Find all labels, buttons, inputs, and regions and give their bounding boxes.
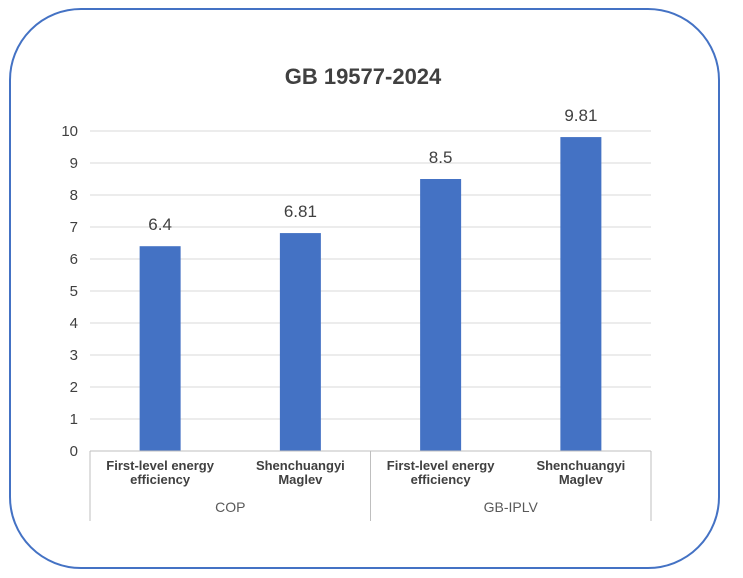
y-tick-label: 9: [70, 155, 78, 172]
y-tick-label: 4: [70, 315, 78, 332]
x-category-label: Shenchuangyi: [536, 458, 625, 473]
gridlines: [90, 130, 651, 420]
y-tick-label: 6: [70, 251, 78, 268]
bar: [279, 233, 321, 451]
x-axis: First-level energyefficiencyShenchuangyi…: [89, 450, 652, 521]
y-tick-label: 1: [70, 411, 78, 428]
x-category-label: efficiency: [130, 472, 191, 487]
bars: [139, 137, 602, 451]
data-label: 6.81: [284, 202, 317, 221]
y-tick-label: 8: [70, 187, 78, 204]
y-axis-ticks: 0 1 2 3 4 5 6 7 8 9 10: [61, 123, 78, 460]
chart-frame: [9, 8, 720, 569]
x-category-label: Maglev: [559, 472, 604, 487]
y-tick-label: 5: [70, 283, 78, 300]
x-category-label: Shenchuangyi: [256, 458, 345, 473]
data-label: 9.81: [564, 106, 597, 125]
data-label: 8.5: [429, 148, 453, 167]
data-label: 6.4: [148, 215, 172, 234]
x-category-label: Maglev: [278, 472, 323, 487]
chart-title: GB 19577-2024: [285, 64, 442, 89]
bar: [139, 246, 181, 451]
y-tick-label: 10: [61, 123, 78, 140]
data-labels: 6.4 6.81 8.5 9.81: [148, 106, 597, 234]
y-tick-label: 3: [70, 347, 78, 364]
x-category-label: efficiency: [411, 472, 472, 487]
y-tick-label: 7: [70, 219, 78, 236]
x-group-label: GB-IPLV: [484, 499, 539, 515]
x-category-label: First-level energy: [106, 458, 214, 473]
y-tick-label: 0: [70, 443, 78, 460]
bar: [420, 179, 462, 451]
x-group-label: COP: [215, 499, 245, 515]
bar: [560, 137, 602, 451]
x-category-label: First-level energy: [387, 458, 495, 473]
y-tick-label: 2: [70, 379, 78, 396]
